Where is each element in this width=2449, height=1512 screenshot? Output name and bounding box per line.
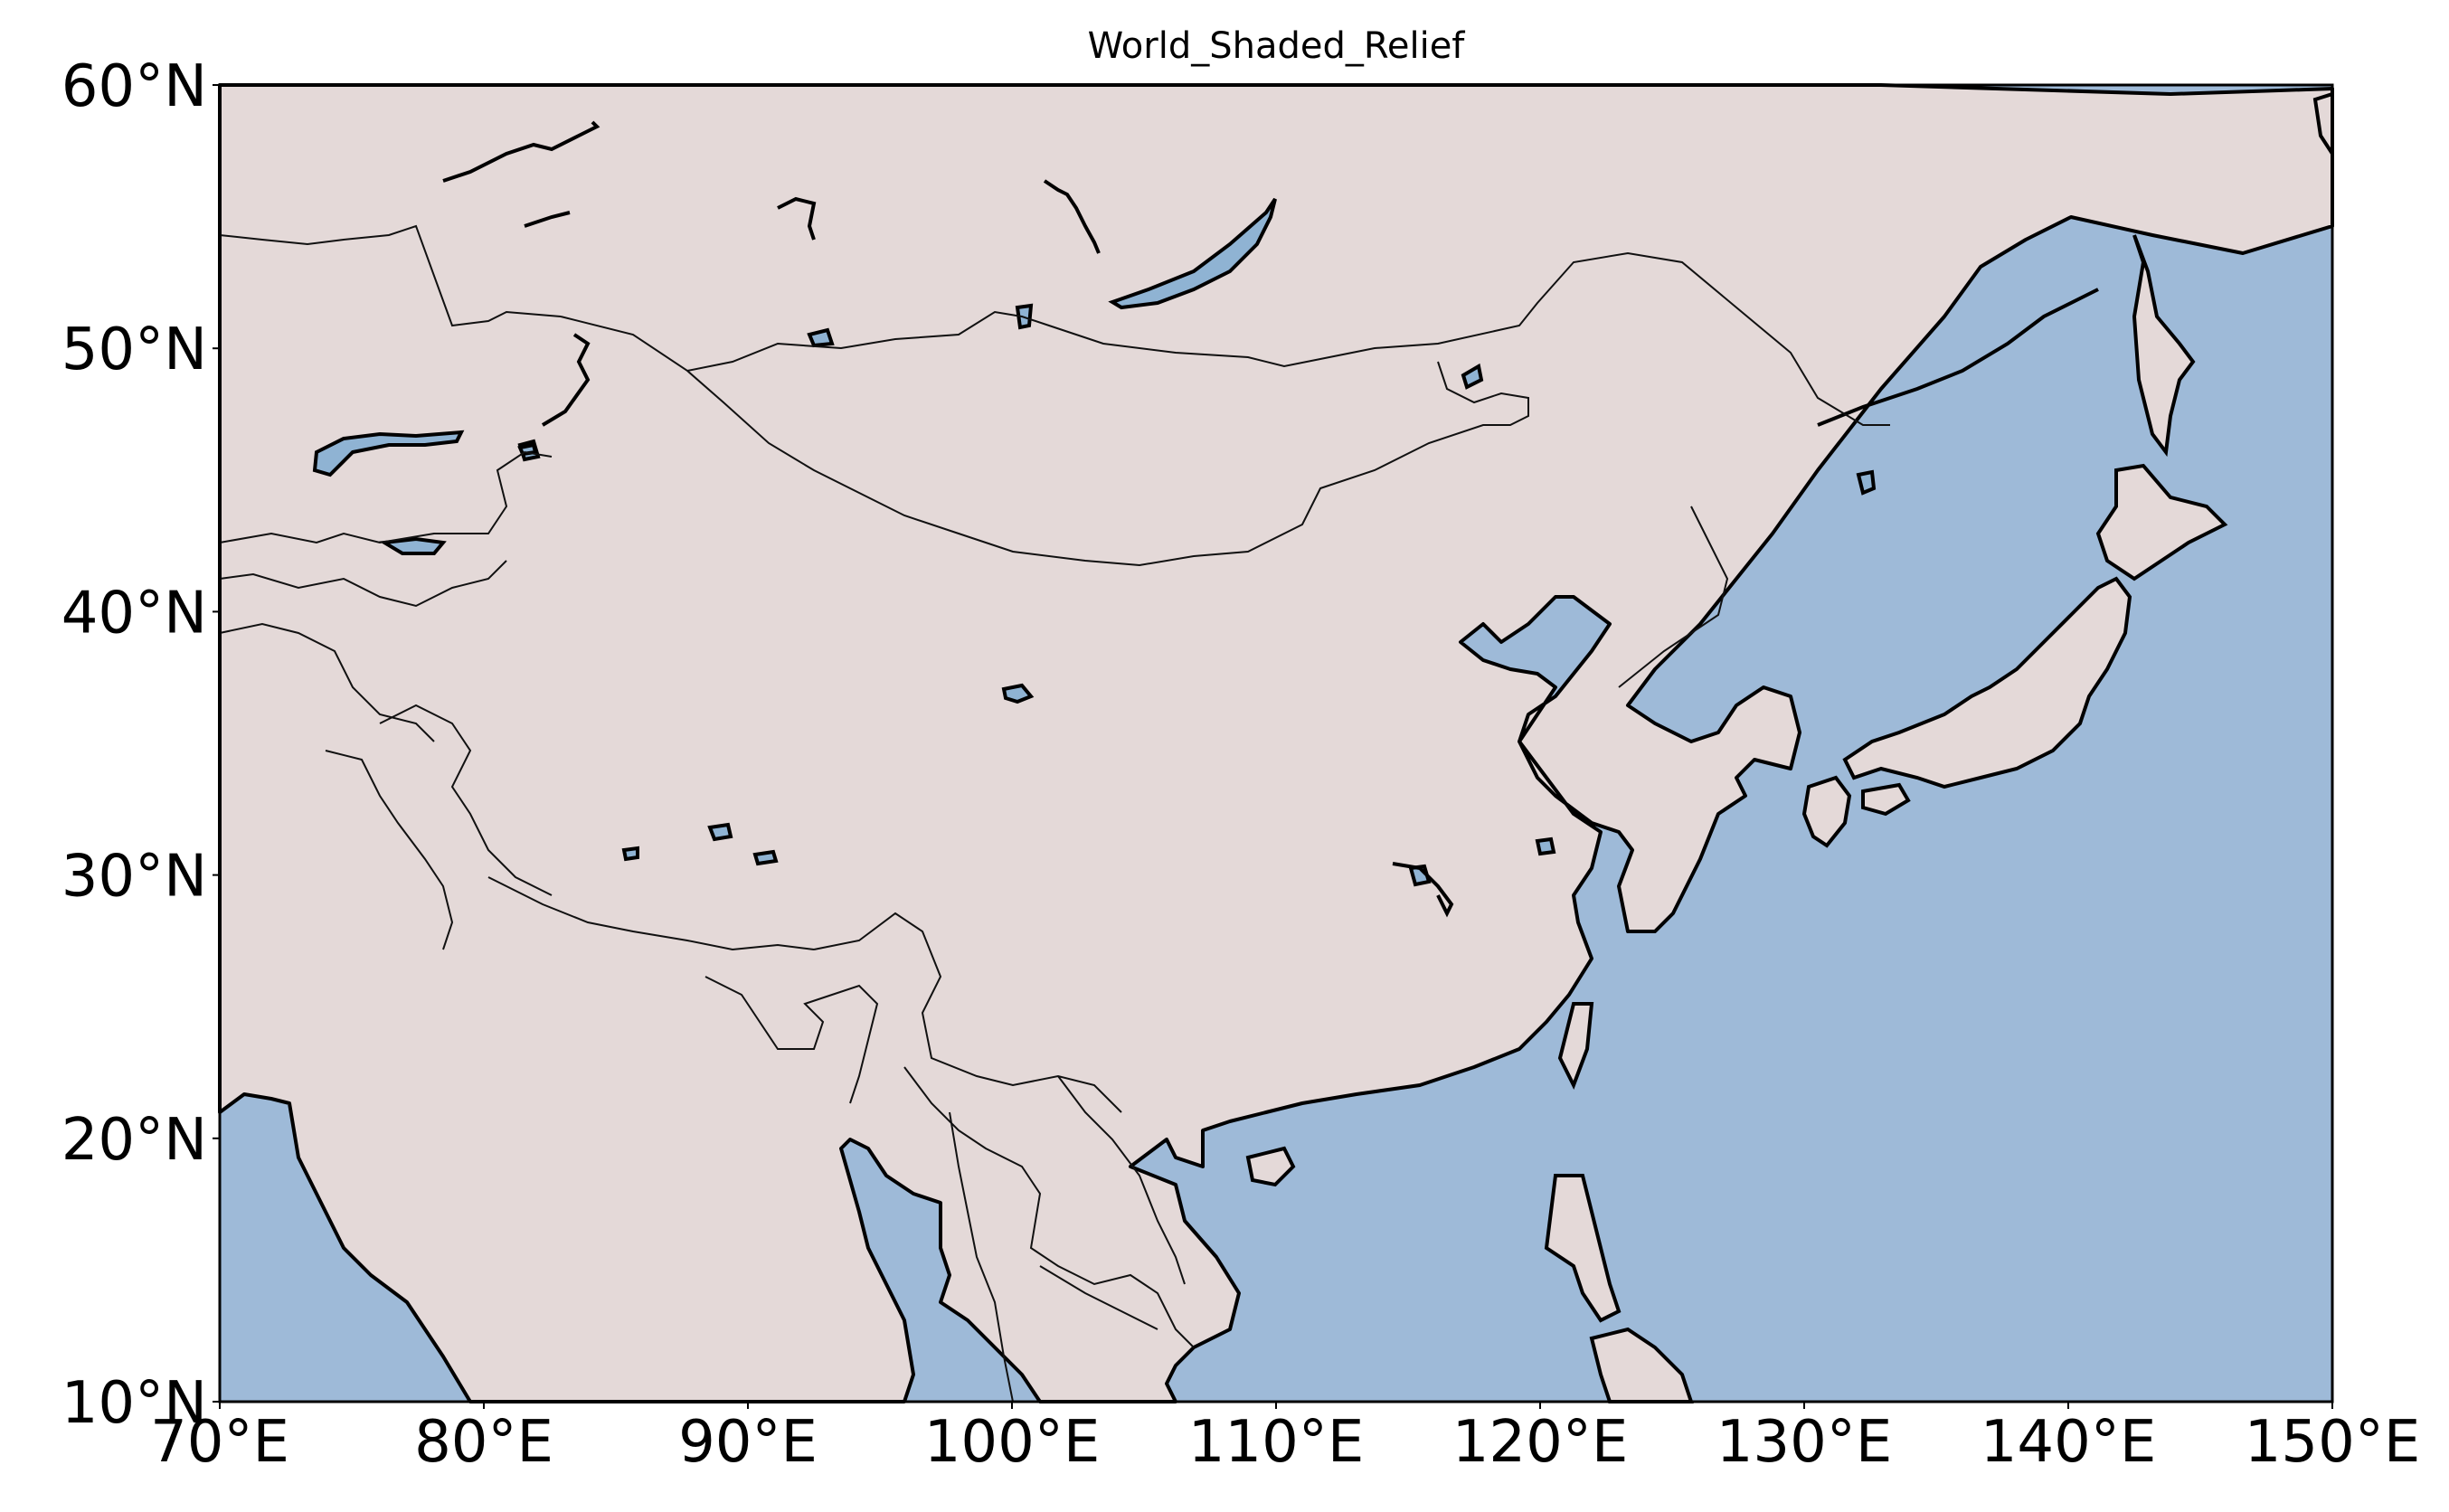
- border-russia-mongolia-china: [560, 251, 1890, 426]
- x-tick-label: 70°E: [150, 1409, 289, 1476]
- lake-tibet-2: [752, 849, 779, 866]
- x-tick-label: 90°E: [678, 1409, 818, 1476]
- x-tick-label: 80°E: [414, 1409, 553, 1476]
- lake-hulun: [1461, 363, 1484, 390]
- x-tick-label: 140°E: [1981, 1409, 2157, 1476]
- land-mainland-asia: [218, 83, 2334, 1403]
- y-tick-label: 40°N: [61, 580, 207, 647]
- lake-tai: [1535, 836, 1556, 856]
- border-china-myanmar: [813, 912, 1122, 1113]
- river-amur: [1817, 288, 2099, 427]
- land-visayas: [1589, 1327, 1694, 1403]
- border-myanmar-laos-thailand: [903, 1066, 1195, 1348]
- lake-khanka: [1856, 469, 1877, 496]
- y-tick-label: 20°N: [61, 1107, 207, 1174]
- x-tick-label: 110°E: [1188, 1409, 1365, 1476]
- border-mongolia-china: [686, 361, 1529, 567]
- y-tick-label: 60°N: [61, 53, 207, 120]
- land-kyushu: [1801, 775, 1852, 848]
- land-hainan: [1245, 1146, 1296, 1187]
- map-area[interactable]: [218, 83, 2334, 1403]
- border-nepal-bhutan: [487, 876, 815, 951]
- country-borders: [219, 224, 1890, 1403]
- river-ob: [442, 120, 600, 183]
- y-tick-label: 50°N: [61, 317, 207, 383]
- y-axis-ticks: 60°N 50°N 40°N 30°N 20°N 10°N: [61, 53, 220, 1437]
- lake-issyk-kul: [378, 536, 447, 555]
- lake-tibet-1: [707, 822, 733, 842]
- x-tick-label: 120°E: [1452, 1409, 1629, 1476]
- x-tick-label: 130°E: [1716, 1409, 1893, 1476]
- lake-balkhash: [312, 430, 465, 477]
- x-axis-ticks: 70°E 80°E 90°E 100°E 110°E 120°E 130°E 140°E 150…: [150, 1402, 2420, 1476]
- border-afghan-pak: [219, 622, 435, 742]
- river-yangtze: [1392, 862, 1454, 918]
- lakes: [312, 197, 1877, 887]
- lake-uvs: [807, 327, 835, 348]
- border-india-pak: [325, 750, 454, 950]
- land-sakhalin: [2132, 234, 2196, 458]
- map-title: World_Shaded_Relief: [1088, 25, 1466, 67]
- border-thailand-cambodia: [1039, 1265, 1158, 1330]
- y-tick-label: 10°N: [61, 1370, 207, 1437]
- land-taiwan: [1557, 1002, 1594, 1090]
- border-russia-kazakhstan: [219, 224, 562, 327]
- border-china-korea: [1618, 506, 1729, 688]
- lake-tibet-3: [621, 846, 639, 862]
- land-luzon: [1544, 1174, 1622, 1323]
- major-rivers: [442, 120, 2099, 918]
- border-kazakhstan-south: [219, 450, 553, 544]
- x-tick-label: 150°E: [2245, 1409, 2421, 1476]
- border-india-bangladesh: [704, 976, 879, 1104]
- lake-qinghai: [1001, 683, 1035, 704]
- land-honshu: [1842, 576, 2132, 789]
- x-tick-label: 100°E: [924, 1409, 1101, 1476]
- border-laos-vietnam: [1057, 1075, 1186, 1285]
- border-myanmar-thailand: [949, 1111, 1014, 1403]
- border-india-china-west: [379, 704, 553, 896]
- y-tick-label: 30°N: [61, 844, 207, 911]
- land-hokkaido: [2095, 463, 2228, 581]
- river-irtysh: [541, 333, 591, 427]
- river-upper-lena: [524, 211, 571, 228]
- river-yenisei: [777, 196, 817, 241]
- river-angara: [1043, 179, 1101, 254]
- border-kyrgyz-tajik: [219, 560, 507, 608]
- land-shikoku: [1861, 782, 1911, 817]
- lake-baikal: [1108, 197, 1277, 310]
